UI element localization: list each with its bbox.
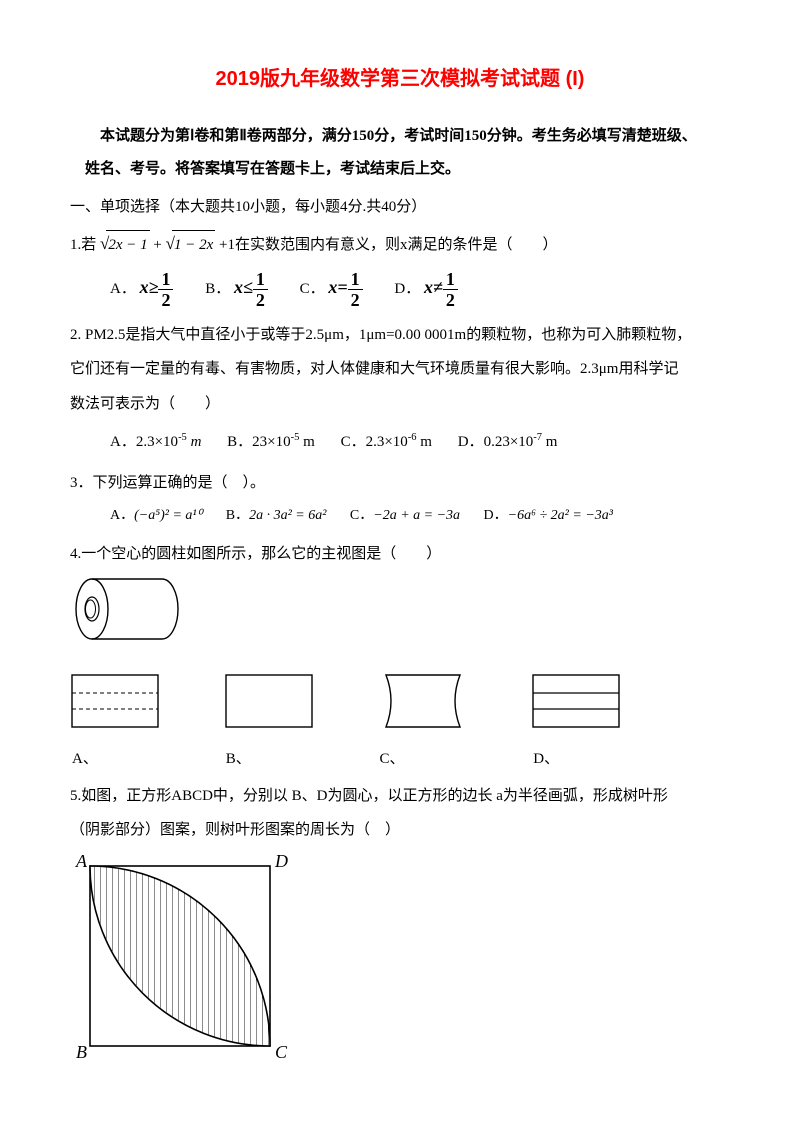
corner-a-label: A xyxy=(75,851,88,871)
exam-page: 2019版九年级数学第三次模拟考试试题 (I) 本试题分为第Ⅰ卷和第Ⅱ卷两部分，… xyxy=(0,0,800,1137)
q4-opt-b: B、 xyxy=(224,673,374,774)
section-1-heading: 一、单项选择（本大题共10小题，每小题4分.共40分） xyxy=(70,193,730,222)
q2-options: A．2.3×10-5 m B．23×10-5 m C．2.3×10-6 m D．… xyxy=(110,428,730,457)
q4-opt-a: A、 xyxy=(70,673,220,774)
q2-opt-a: A．2.3×10-5 m xyxy=(110,428,201,457)
question-2-line1: 2. PM2.5是指大气中直径小于或等于2.5μm，1μm=0.00 0001m… xyxy=(70,321,730,350)
q4-opt-c: C、 xyxy=(378,673,528,774)
q1-suffix: +1在实数范围内有意义，则x满足的条件是（ ） xyxy=(219,237,557,253)
page-title: 2019版九年级数学第三次模拟考试试题 (I) xyxy=(70,60,730,98)
sqrt-icon: √1 − 2x xyxy=(166,228,216,260)
cylinder-icon xyxy=(72,574,182,644)
front-view-c-icon xyxy=(378,673,468,729)
q3-opt-b: B．2a · 3a² = 6a² xyxy=(226,503,327,530)
cylinder-figure xyxy=(72,574,730,655)
sqrt-icon: √2x − 1 xyxy=(100,228,150,260)
q3-opt-c: C．−2a + a = −3a xyxy=(350,503,460,530)
q1-prefix: 1.若 xyxy=(70,237,100,253)
front-view-b-icon xyxy=(224,673,314,729)
corner-b-label: B xyxy=(76,1042,87,1061)
q2-opt-d: D．0.23×10-7 m xyxy=(458,428,558,457)
front-view-a-icon xyxy=(70,673,160,729)
q1-options: A． x≥12 B． x≤12 C． x=12 D． x≠12 xyxy=(110,270,730,309)
q2-opt-c: C．2.3×10-6 m xyxy=(341,428,432,457)
q3-opt-a: A．(−a⁵)² = a¹⁰ xyxy=(110,503,202,530)
question-2-line3: 数法可表示为（ ） xyxy=(70,390,730,419)
front-view-d-icon xyxy=(531,673,621,729)
q1-opt-b: B． x≤12 xyxy=(205,270,268,309)
question-3: 3．下列运算正确的是（ ）。 xyxy=(70,469,730,498)
q1-plus: + xyxy=(153,237,165,253)
q1-opt-c: C． x=12 xyxy=(300,270,363,309)
q1-opt-d: D． x≠12 xyxy=(394,270,457,309)
q3-opt-d: D．−6a⁶ ÷ 2a² = −3a³ xyxy=(484,503,613,530)
corner-d-label: D xyxy=(274,851,288,871)
question-2-line2: 它们还有一定量的有毒、有害物质，对人体健康和大气环境质量有很大影响。2.3μm用… xyxy=(70,355,730,384)
q3-options: A．(−a⁵)² = a¹⁰ B．2a · 3a² = 6a² C．−2a + … xyxy=(110,503,730,530)
q2-opt-b: B．23×10-5 m xyxy=(227,428,315,457)
q4-option-figures: A、 B、 C、 D、 xyxy=(70,673,730,774)
question-5-line2: （阴影部分）图案，则树叶形图案的周长为（ ） xyxy=(70,816,730,845)
q1-opt-a: A． x≥12 xyxy=(110,270,173,309)
question-4: 4.一个空心的圆柱如图所示，那么它的主视图是（ ） xyxy=(70,540,730,569)
question-1: 1.若 √2x − 1 + √1 − 2x +1在实数范围内有意义，则x满足的条… xyxy=(70,228,730,260)
q4-opt-d: D、 xyxy=(531,673,681,774)
leaf-square-icon: A D B C xyxy=(70,851,305,1061)
leaf-figure: A D B C xyxy=(70,851,730,1072)
intro-line-2: 姓名、考号。将答案填写在答题卡上，考试结束后上交。 xyxy=(70,155,730,184)
intro-line-1: 本试题分为第Ⅰ卷和第Ⅱ卷两部分，满分150分，考试时间150分钟。考生务必填写清… xyxy=(70,122,730,151)
question-5-line1: 5.如图，正方形ABCD中，分别以 B、D为圆心，以正方形的边长 a为半径画弧，… xyxy=(70,782,730,811)
corner-c-label: C xyxy=(275,1042,288,1061)
